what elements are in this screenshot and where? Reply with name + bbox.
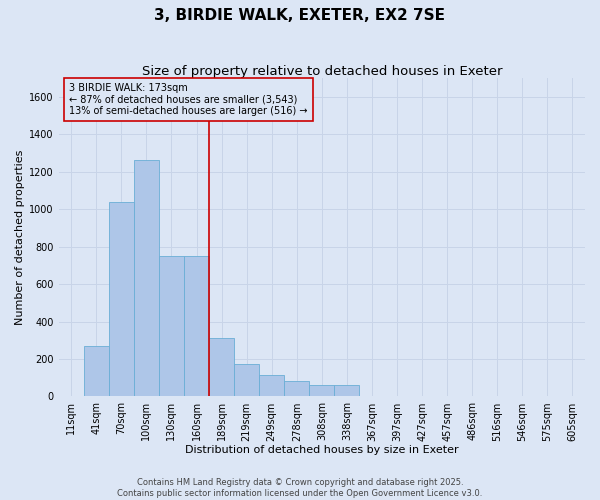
Bar bbox=[334, 385, 359, 396]
Bar bbox=[259, 375, 284, 396]
X-axis label: Distribution of detached houses by size in Exeter: Distribution of detached houses by size … bbox=[185, 445, 458, 455]
Bar bbox=[84, 346, 109, 397]
Y-axis label: Number of detached properties: Number of detached properties bbox=[15, 150, 25, 325]
Bar bbox=[134, 160, 159, 396]
Text: 3, BIRDIE WALK, EXETER, EX2 7SE: 3, BIRDIE WALK, EXETER, EX2 7SE bbox=[155, 8, 445, 22]
Bar bbox=[209, 338, 234, 396]
Text: 3 BIRDIE WALK: 173sqm
← 87% of detached houses are smaller (3,543)
13% of semi-d: 3 BIRDIE WALK: 173sqm ← 87% of detached … bbox=[69, 83, 308, 116]
Text: Contains HM Land Registry data © Crown copyright and database right 2025.
Contai: Contains HM Land Registry data © Crown c… bbox=[118, 478, 482, 498]
Bar bbox=[159, 256, 184, 396]
Bar bbox=[109, 202, 134, 396]
Title: Size of property relative to detached houses in Exeter: Size of property relative to detached ho… bbox=[142, 65, 502, 78]
Bar bbox=[184, 256, 209, 396]
Bar bbox=[309, 385, 334, 396]
Bar bbox=[284, 382, 309, 396]
Bar bbox=[234, 364, 259, 396]
